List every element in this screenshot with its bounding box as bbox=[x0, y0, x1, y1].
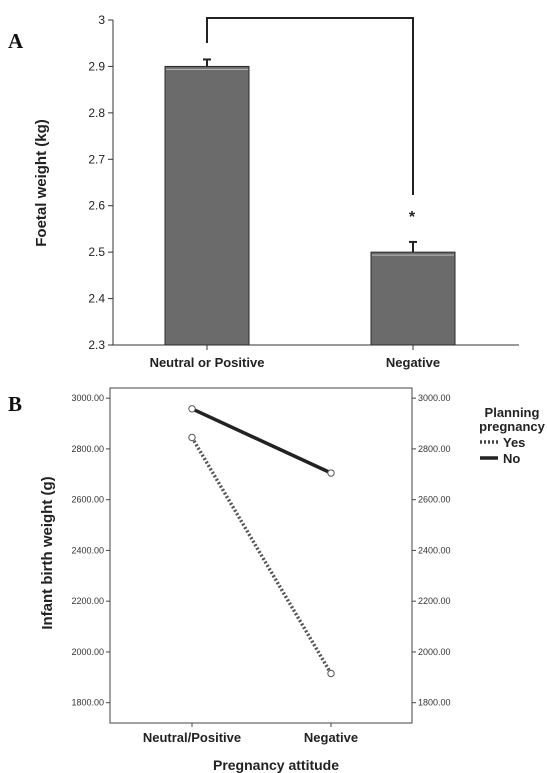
panel-b-point-yes bbox=[327, 669, 335, 678]
legend-label-yes: Yes bbox=[503, 435, 525, 450]
panel-a-y-tick-label: 2.5 bbox=[88, 245, 105, 259]
legend-title-line-2: pregnancy bbox=[479, 419, 546, 434]
panel-a-y-tick-label: 2.4 bbox=[88, 292, 105, 306]
panel-b: B Infant birth weight (g) Pregnancy atti… bbox=[8, 387, 546, 773]
panel-a-category-label: Negative bbox=[386, 355, 440, 370]
panel-b-y-axis-title: Infant birth weight (g) bbox=[39, 476, 56, 629]
panel-b-left-y-tick-label: 1800.00 bbox=[71, 698, 104, 708]
panel-a-bars bbox=[164, 58, 456, 346]
panel-a-x-axis bbox=[113, 344, 519, 350]
panel-a-y-tick-label: 2.6 bbox=[88, 199, 105, 213]
panel-b-right-y-axis: 1800.00 2000.00 2200.00 2400.00 2600.00 2800.… bbox=[412, 393, 451, 708]
panel-b-left-y-tick-label: 3000.00 bbox=[71, 393, 104, 403]
panel-b-right-y-tick-label: 3000.00 bbox=[418, 393, 451, 403]
panel-a-y-tick-label: 2.8 bbox=[88, 106, 105, 120]
panel-b-label: B bbox=[8, 392, 22, 416]
panel-a-y-axis-title: Foetal weight (kg) bbox=[33, 119, 50, 247]
panel-a-y-tick-label: 2.9 bbox=[88, 59, 105, 73]
panel-b-left-y-tick-label: 2600.00 bbox=[71, 495, 104, 505]
panel-b-legend: Planning pregnancy Yes No bbox=[479, 405, 546, 466]
panel-a: A Foetal weight (kg) 2.32.42.52.62.72.82… bbox=[8, 13, 519, 370]
panel-b-point-yes bbox=[188, 433, 196, 442]
panel-a-y-tick-label: 2.3 bbox=[88, 338, 105, 352]
panel-b-x-axis: Neutral/Positive Negative bbox=[143, 723, 358, 745]
panel-b-left-y-tick-label: 2000.00 bbox=[71, 647, 104, 657]
panel-b-left-y-tick-label: 2400.00 bbox=[71, 545, 104, 555]
panel-a-bar bbox=[370, 251, 456, 346]
significance-bracket-line bbox=[206, 17, 414, 195]
panel-a-y-tick-label: 2.7 bbox=[88, 152, 105, 166]
panel-b-left-y-tick-label: 2800.00 bbox=[71, 444, 104, 454]
panel-b-left-y-tick-label: 2200.00 bbox=[71, 596, 104, 606]
legend-title-line-1: Planning bbox=[485, 405, 540, 420]
panel-a-y-tick-label: 3 bbox=[98, 13, 105, 27]
panel-b-x-tick-label: Neutral/Positive bbox=[143, 730, 241, 745]
panel-b-right-y-tick-label: 2400.00 bbox=[418, 545, 451, 555]
panel-b-right-y-tick-label: 1800.00 bbox=[418, 698, 451, 708]
panel-a-label: A bbox=[8, 29, 24, 53]
panel-b-right-y-tick-label: 2600.00 bbox=[418, 495, 451, 505]
panel-a-category-labels: Neutral or Positive Negative bbox=[150, 355, 441, 370]
panel-b-point-no bbox=[327, 469, 335, 477]
panel-b-right-y-tick-label: 2200.00 bbox=[418, 596, 451, 606]
legend-label-no: No bbox=[503, 451, 520, 466]
panel-b-series-line-no bbox=[191, 407, 332, 475]
panel-b-series bbox=[188, 405, 335, 678]
panel-a-bar bbox=[164, 65, 250, 346]
panel-b-series-line-yes bbox=[190, 436, 333, 675]
panel-a-significance-bracket: * bbox=[206, 17, 416, 226]
panel-a-category-label: Neutral or Positive bbox=[150, 355, 265, 370]
panel-b-left-y-axis: 1800.00 2000.00 2200.00 2400.00 2600.00 2800.… bbox=[71, 393, 110, 708]
panel-b-x-axis-title: Pregnancy attitude bbox=[213, 757, 339, 773]
panel-a-y-axis: 2.3 2.4 2.5 2.6 2.7 2.8 2.9 3 bbox=[88, 13, 114, 352]
panel-b-plot-frame bbox=[109, 387, 413, 724]
significance-asterisk: * bbox=[409, 209, 416, 226]
panel-b-right-y-tick-label: 2800.00 bbox=[418, 444, 451, 454]
panel-b-x-tick-label: Negative bbox=[304, 730, 358, 745]
panel-b-point-no bbox=[188, 405, 196, 413]
panel-b-right-y-tick-label: 2000.00 bbox=[418, 647, 451, 657]
